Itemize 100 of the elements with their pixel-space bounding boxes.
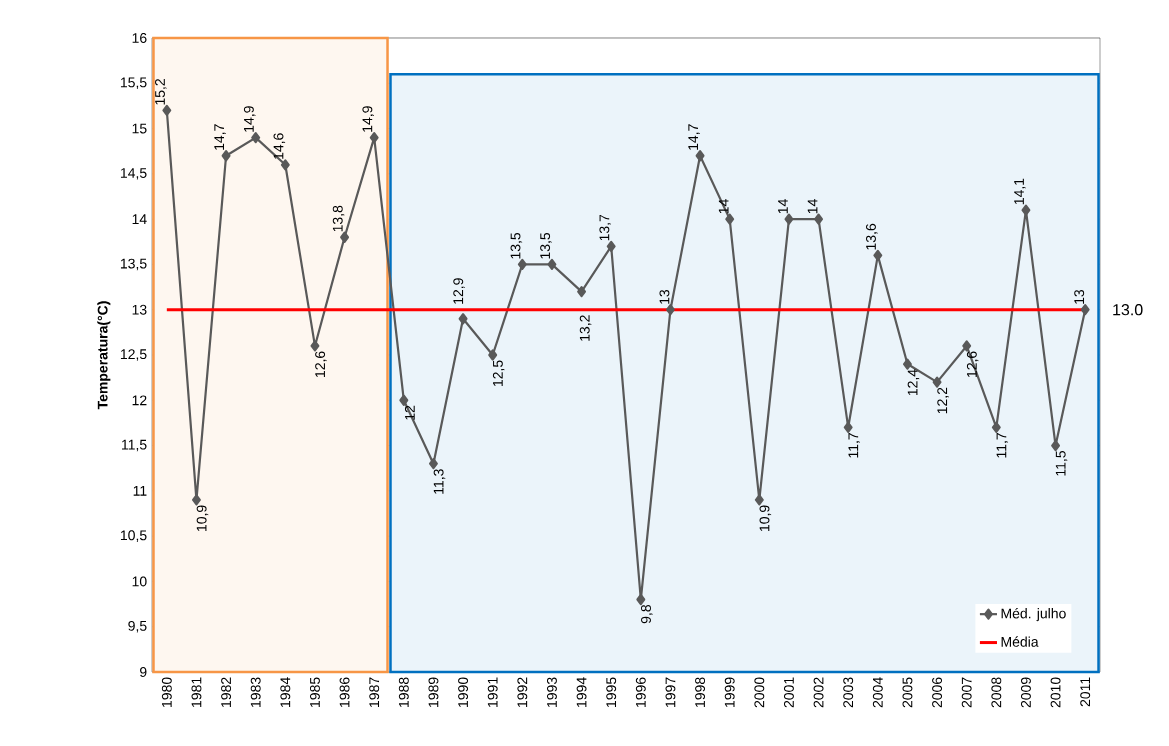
x-tick-label: 1981 bbox=[191, 677, 202, 707]
x-tick-label: 2002 bbox=[813, 677, 824, 708]
data-label: 14,7 bbox=[688, 124, 700, 150]
y-tick-label: 14,5 bbox=[120, 168, 147, 180]
point bbox=[902, 358, 912, 370]
y-tick-label: 16 bbox=[132, 33, 147, 43]
point bbox=[814, 213, 824, 225]
point bbox=[636, 593, 646, 606]
x-tick-label: 2010 bbox=[1050, 677, 1061, 708]
x-tick-label: 2000 bbox=[754, 677, 765, 708]
data-label: 13 bbox=[1074, 289, 1085, 304]
legend-label: Média bbox=[1001, 636, 1039, 647]
data-label: 12,5 bbox=[492, 360, 505, 387]
y-tick-label: 10,5 bbox=[120, 530, 147, 542]
data-label: 11,5 bbox=[1055, 451, 1068, 476]
x-tick-label: 1995 bbox=[606, 677, 617, 707]
x-tick-label: 2008 bbox=[991, 677, 1002, 708]
data-label: 14,1 bbox=[1014, 178, 1026, 205]
y-tick-label: 15,5 bbox=[120, 77, 147, 89]
x-tick-label: 1994 bbox=[576, 677, 587, 707]
x-tick-label: 1988 bbox=[398, 677, 409, 707]
point bbox=[310, 340, 320, 352]
point bbox=[665, 304, 675, 316]
point bbox=[162, 104, 172, 117]
data-label: 14,9 bbox=[362, 106, 374, 132]
annotation: 13.0 bbox=[1113, 304, 1143, 316]
point bbox=[873, 249, 883, 261]
data-label: 13,5 bbox=[540, 232, 552, 259]
x-tick-label: 1998 bbox=[695, 677, 706, 707]
x-tick-label: 1997 bbox=[665, 677, 676, 707]
point bbox=[251, 132, 261, 144]
x-tick-label: 1991 bbox=[487, 677, 498, 707]
data-label: 11,7 bbox=[848, 433, 860, 458]
data-label: 13,2 bbox=[579, 315, 592, 341]
point bbox=[577, 285, 587, 298]
y-tick-label: 13 bbox=[132, 304, 147, 315]
y-tick-label: 12,5 bbox=[120, 349, 147, 361]
data-label: 12,6 bbox=[315, 351, 327, 377]
point bbox=[754, 494, 764, 506]
data-label: 14 bbox=[807, 199, 818, 214]
y-tick-label: 10 bbox=[132, 576, 147, 587]
data-label: 12,9 bbox=[453, 278, 465, 304]
data-label: 11,3 bbox=[433, 469, 446, 494]
point bbox=[488, 349, 498, 361]
point bbox=[784, 213, 794, 225]
data-label: 12 bbox=[404, 405, 415, 420]
x-tick-label: 1986 bbox=[339, 677, 350, 707]
point bbox=[606, 240, 616, 252]
data-label: 12,4 bbox=[907, 369, 920, 396]
data-label: 9,8 bbox=[641, 605, 653, 624]
y-tick-label: 11,5 bbox=[122, 439, 147, 452]
data-label: 13,7 bbox=[599, 214, 611, 241]
point bbox=[458, 313, 468, 325]
data-label: 14,6 bbox=[273, 133, 286, 159]
x-tick-label: 1987 bbox=[369, 677, 380, 707]
x-tick-label: 1989 bbox=[428, 677, 439, 707]
y-tick-label: 13,5 bbox=[120, 258, 147, 271]
point bbox=[340, 231, 350, 243]
point bbox=[517, 258, 527, 271]
x-tick-label: 2003 bbox=[843, 677, 854, 708]
point bbox=[428, 458, 438, 470]
data-label: 13,5 bbox=[510, 232, 523, 259]
y-tick-label: 9 bbox=[140, 667, 147, 677]
x-tick-label: 2001 bbox=[783, 677, 794, 708]
point bbox=[1021, 204, 1031, 216]
y-tick-label: 15 bbox=[132, 123, 147, 134]
point bbox=[725, 213, 735, 225]
point bbox=[962, 340, 972, 352]
data-label: 15,2 bbox=[155, 79, 167, 105]
data-label: 10,9 bbox=[759, 505, 772, 531]
data-label: 11,7 bbox=[996, 433, 1009, 458]
x-tick-label: 1980 bbox=[161, 677, 172, 707]
data-label: 12,6 bbox=[966, 351, 979, 377]
x-tick-label: 2006 bbox=[932, 677, 943, 708]
y-tick-label: 9,5 bbox=[128, 620, 147, 633]
data-label: 10,9 bbox=[196, 505, 209, 531]
point bbox=[695, 150, 705, 162]
x-tick-label: 1984 bbox=[280, 677, 291, 707]
data-label: 14 bbox=[718, 199, 729, 214]
point bbox=[191, 494, 201, 506]
data-label: 12,2 bbox=[937, 387, 949, 414]
y-tick-label: 11 bbox=[133, 486, 147, 496]
x-tick-label: 2005 bbox=[902, 677, 913, 708]
y-tick-label: 12 bbox=[132, 395, 147, 406]
point bbox=[991, 421, 1001, 434]
data-label: 14 bbox=[778, 199, 788, 214]
data-label: 13,8 bbox=[332, 205, 345, 232]
x-tick-label: 1999 bbox=[724, 677, 735, 707]
x-tick-label: 1990 bbox=[458, 677, 469, 707]
point bbox=[932, 376, 942, 388]
x-tick-label: 2009 bbox=[1020, 677, 1031, 708]
point bbox=[399, 394, 409, 406]
point bbox=[221, 150, 231, 162]
y-tick-label: 14 bbox=[132, 214, 147, 224]
x-tick-label: 1996 bbox=[635, 677, 646, 707]
x-tick-label: 1992 bbox=[517, 677, 528, 707]
x-tick-label: 1983 bbox=[250, 677, 261, 707]
x-tick-label: 1982 bbox=[221, 677, 232, 707]
x-tick-label: 2004 bbox=[872, 677, 883, 708]
y-axis-title: Temperatura(°C) bbox=[97, 301, 111, 410]
